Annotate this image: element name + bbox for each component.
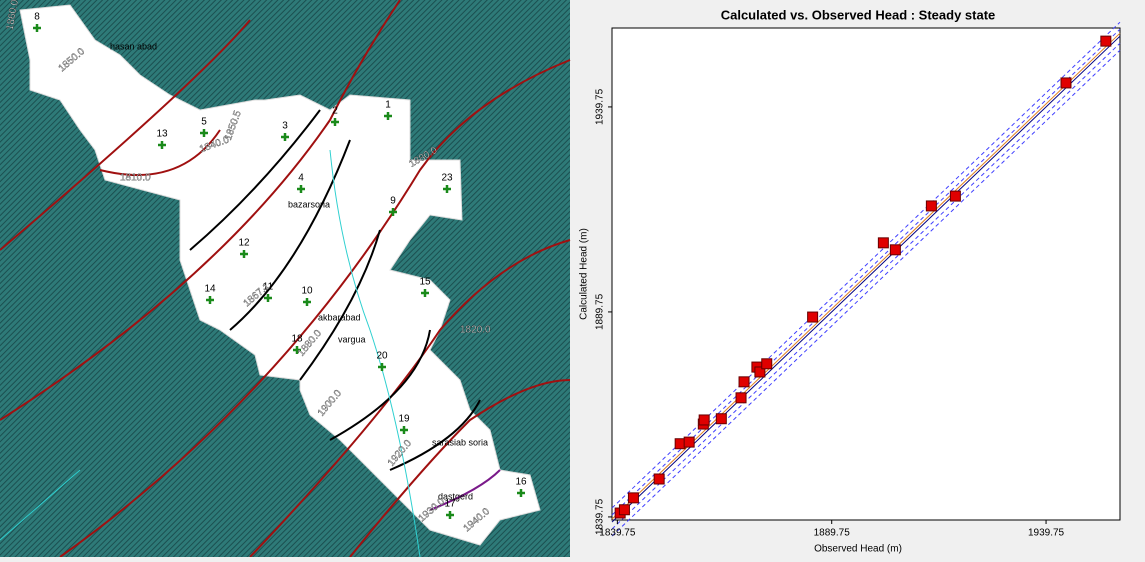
data-point xyxy=(628,493,638,503)
data-point xyxy=(736,393,746,403)
y-axis-label: Calculated Head (m) xyxy=(579,228,590,320)
data-point xyxy=(890,245,900,255)
well-label: 20 xyxy=(376,351,388,362)
contour-label: 1820.0 xyxy=(460,325,491,336)
data-point xyxy=(1061,78,1071,88)
data-point xyxy=(808,312,818,322)
well-label: 19 xyxy=(398,414,410,425)
contour-label: 1810.0 xyxy=(120,173,151,184)
place-label: dastgerd xyxy=(438,491,473,501)
place-label: bazarsoria xyxy=(288,199,330,209)
data-point xyxy=(762,359,772,369)
well-label: 15 xyxy=(419,277,431,288)
data-point xyxy=(878,238,888,248)
well-label: 12 xyxy=(238,238,250,249)
well-label: 16 xyxy=(515,477,527,488)
screen: 8513321234912141110151820191617bazarsori… xyxy=(0,0,1145,557)
y-tick-label: 1839.75 xyxy=(595,498,606,535)
x-tick-label: 1889.75 xyxy=(814,528,851,539)
data-point xyxy=(926,201,936,211)
page: {"map": { "wells": ["8", "5", "13", "3",… xyxy=(0,0,1145,557)
well-label: 23 xyxy=(441,173,453,184)
data-point xyxy=(1101,36,1111,46)
data-point xyxy=(739,377,749,387)
well-label: 18 xyxy=(291,334,303,345)
well-label: 5 xyxy=(201,117,207,128)
well-label: 1 xyxy=(385,100,391,111)
well-label: 9 xyxy=(390,196,396,207)
well-label: 14 xyxy=(204,284,216,295)
chart-title: Calculated vs. Observed Head : Steady st… xyxy=(721,7,996,22)
data-point xyxy=(675,439,685,449)
x-axis-label: Observed Head (m) xyxy=(814,544,902,555)
place-label: sarasiab soria xyxy=(432,437,488,447)
chart-panel: Calculated vs. Observed Head : Steady st… xyxy=(579,7,1120,554)
well-label: 3 xyxy=(282,121,288,132)
place-label: hasan abad xyxy=(110,41,157,51)
data-point xyxy=(654,474,664,484)
data-point xyxy=(716,414,726,424)
y-tick-label: 1939.75 xyxy=(595,88,606,125)
x-tick-label: 1939.75 xyxy=(1028,528,1065,539)
well-label: 2 xyxy=(332,106,338,117)
data-point xyxy=(619,505,629,515)
place-label: akbarabad xyxy=(318,312,361,322)
data-point xyxy=(684,437,694,447)
well-label: 13 xyxy=(156,129,168,140)
well-label: 8 xyxy=(34,12,40,23)
data-point xyxy=(699,415,709,425)
well-label: 4 xyxy=(298,173,304,184)
data-point xyxy=(950,191,960,201)
y-tick-label: 1889.75 xyxy=(595,293,606,330)
place-label: vargua xyxy=(338,334,366,344)
well-label: 10 xyxy=(301,286,313,297)
